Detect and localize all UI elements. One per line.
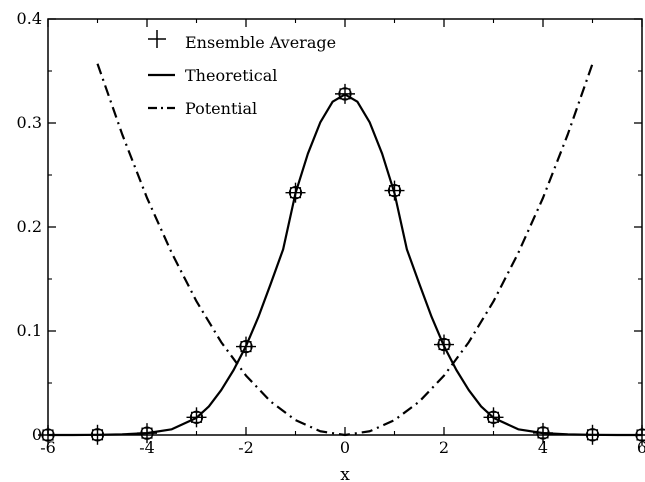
x-tick-label: -6	[40, 438, 56, 457]
data-point	[483, 407, 504, 428]
data-point	[582, 424, 603, 445]
y-tick-label: 0.4	[17, 9, 42, 28]
data-point	[335, 83, 355, 104]
legend-label: Ensemble Average	[185, 33, 336, 52]
legend-label: Theoretical	[185, 66, 277, 85]
series-line-theoretical	[48, 93, 642, 437]
y-tick-label: 0.2	[17, 217, 42, 236]
x-tick-label: 6	[637, 438, 645, 457]
series-line-potential	[96, 63, 594, 437]
series-layer	[38, 63, 645, 445]
legend-entry: Potential	[148, 99, 257, 118]
x-tick-label: -4	[139, 438, 155, 457]
data-point	[87, 424, 108, 445]
y-tick-label: 0.3	[17, 113, 42, 132]
y-tick-label: 0	[32, 425, 42, 444]
x-axis-label: x	[340, 465, 350, 482]
legend-label: Potential	[185, 99, 257, 118]
data-point	[533, 422, 553, 443]
axes: -6 -4 -2 0 2 4 6 0 0.1 0.2 0.3 0.4 x	[17, 9, 645, 482]
legend-entry: Theoretical	[148, 66, 277, 85]
x-tick-label: 0	[340, 438, 350, 457]
data-point	[137, 423, 157, 444]
data-point	[434, 334, 454, 355]
data-point	[285, 182, 306, 203]
x-tick-label: 2	[439, 438, 449, 457]
legend-entry: Ensemble Average	[148, 30, 336, 52]
plot-area	[47, 18, 643, 436]
x-tick-label: 4	[538, 438, 548, 457]
y-tick-label: 0.1	[17, 321, 42, 340]
data-point	[236, 336, 256, 357]
legend: Ensemble Average Theoretical Potential	[148, 30, 336, 118]
data-point	[384, 180, 405, 201]
data-point	[186, 407, 207, 428]
data-point	[38, 425, 58, 445]
plot-frame	[47, 18, 643, 436]
x-tick-label: -2	[238, 438, 254, 457]
data-point	[632, 425, 645, 445]
